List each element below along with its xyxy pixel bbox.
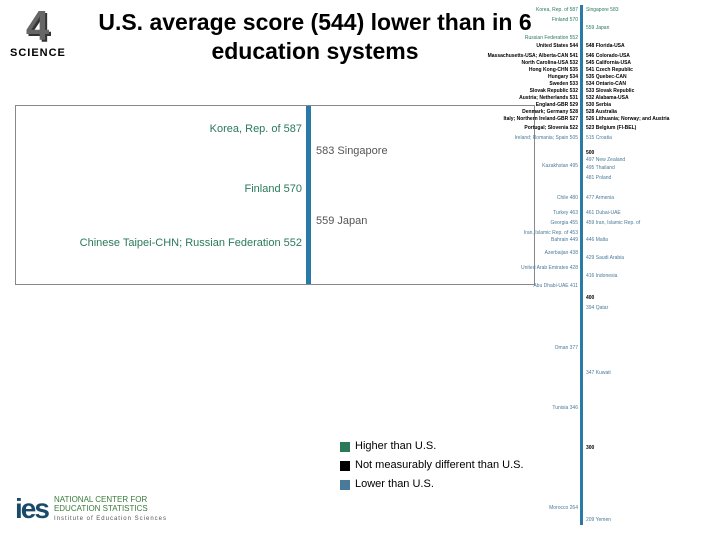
overview-item: Austria; Netherlands 531 [519,95,578,102]
overview-item: Ireland; Romania; Spain 505 [515,135,578,142]
overview-item: Chile 480 [557,195,578,202]
overview-item: 209 Yemen [586,517,611,524]
chart-row-left: Korea, Rep. of 587 [210,120,302,138]
overview-item: Korea, Rep. of 587 [536,7,578,14]
overview-item: Russian Federation 552 [525,35,578,42]
overview-item: 429 Saudi Arabia [586,255,624,262]
main-chart: Korea, Rep. of 587 583 Singapore Finland 5… [15,105,535,285]
overview-item: 300 [586,445,594,452]
overview-item: 559 Japan [586,25,609,32]
overview-item: Singapore 583 [586,7,619,14]
overview-item: 545 California-USA [586,60,631,67]
slide-title: U.S. average score (544) lower than in 6… [75,8,555,66]
overview-item: 534 Ontario-CAN [586,81,626,88]
overview-item: 477 Armenia [586,195,614,202]
overview-item: Azerbaijan 438 [545,250,578,257]
ies-logo: ies NATIONAL CENTER FOR EDUCATION STATIS… [15,493,167,525]
legend-item: Lower than U.S. [340,478,540,491]
grade-badge: 4 SCIENCE [10,5,65,59]
overview-item: Sweden 533 [549,81,578,88]
overview-item: Oman 377 [555,345,578,352]
overview-item: 515 Croatia [586,135,612,142]
overview-item: 497 New Zealand [586,157,625,164]
overview-item: Iran, Islamic Rep. of 453 [524,230,578,237]
overview-item: 523 Belgium (Fl-BEL) [586,125,636,132]
legend-label: Lower than U.S. [355,478,434,491]
ies-line2: EDUCATION STATISTICS [54,505,167,514]
legend-label: Not measurably different than U.S. [355,459,524,472]
overview-item: 400 [586,295,594,302]
overview-item: Kazakhstan 495 [542,163,578,170]
overview-item: 526 Lithuania; Norway; and Austria [586,116,669,123]
overview-item: 446 Malta [586,237,608,244]
overview-item: Bahrain 449 [551,237,578,244]
overview-item: 528 Australia [586,109,617,116]
overview-item: 533 Slovak Republic [586,88,634,95]
chart-row-right: 583 Singapore [316,142,388,160]
overview-item: Morocco 264 [549,505,578,512]
overview-item: 394 Qatar [586,305,608,312]
overview-item: 535 Quebec-CAN [586,74,627,81]
overview-item: Abu Dhabi-UAE 411 [533,283,578,290]
overview-axis [580,5,583,525]
legend-swatch [340,461,350,471]
overview-item: 347 Kuwait [586,370,611,377]
overview-item: United States 544 [536,43,578,50]
ies-mark: ies [15,493,48,525]
chart-row-left: Chinese Taipei-CHN; Russian Federation 5… [80,234,302,252]
overview-item: 546 Colorado-USA [586,53,630,60]
overview-item: Slovak Republic 532 [530,88,578,95]
chart-row: Chinese Taipei-CHN; Russian Federation 5… [16,234,534,252]
legend-swatch [340,480,350,490]
grade-subject: SCIENCE [10,47,65,59]
overview-item: 459 Iran, Islamic Rep. of [586,220,640,227]
overview-item: 495 Thailand [586,165,615,172]
chart-row: 559 Japan [16,212,534,230]
overview-item: Denmark; Germany 528 [522,109,578,116]
overview-item: Massachusetts-USA; Alberta-CAN 541 [488,53,578,60]
overview-item: Tunisia 346 [552,405,578,412]
chart-row: 583 Singapore [16,142,534,160]
chart-row-right: 559 Japan [316,212,367,230]
overview-item: England-GBR 529 [536,102,578,109]
overview-item: 461 Dubai-UAE [586,210,621,217]
overview-item: Hungary 534 [548,74,578,81]
overview-item: 530 Serbia [586,102,611,109]
overview-panel: Korea, Rep. of 587Finland 570Russian Fed… [560,5,710,525]
overview-item: Georgia 455 [550,220,578,227]
grade-number: 4 [10,5,65,47]
overview-item: Finland 570 [552,17,578,24]
overview-item: Portugal; Slovenia 522 [524,125,578,132]
legend: Higher than U.S. Not measurably different… [340,440,540,498]
chart-row-left: Finland 570 [245,180,303,198]
chart-row: Korea, Rep. of 587 [16,120,534,138]
overview-item: 548 Florida-USA [586,43,625,50]
overview-item: 532 Alabama-USA [586,95,629,102]
overview-item: United Arab Emirates 428 [521,265,578,272]
overview-item: Turkey 463 [553,210,578,217]
overview-item: Italy; Northern Ireland-GBR 527 [504,116,578,123]
chart-row: Finland 570 [16,180,534,198]
overview-item: 416 Indonesia [586,273,617,280]
legend-swatch [340,442,350,452]
ies-sub: Institute of Education Sciences [54,516,167,522]
overview-item: North Carolina-USA 532 [522,60,579,67]
overview-item: 541 Czech Republic [586,67,633,74]
legend-item: Higher than U.S. [340,440,540,453]
legend-item: Not measurably different than U.S. [340,459,540,472]
overview-item: 500 [586,150,594,157]
legend-label: Higher than U.S. [355,440,436,453]
overview-item: Hong Kong-CHN 535 [529,67,578,74]
overview-item: 481 Poland [586,175,611,182]
